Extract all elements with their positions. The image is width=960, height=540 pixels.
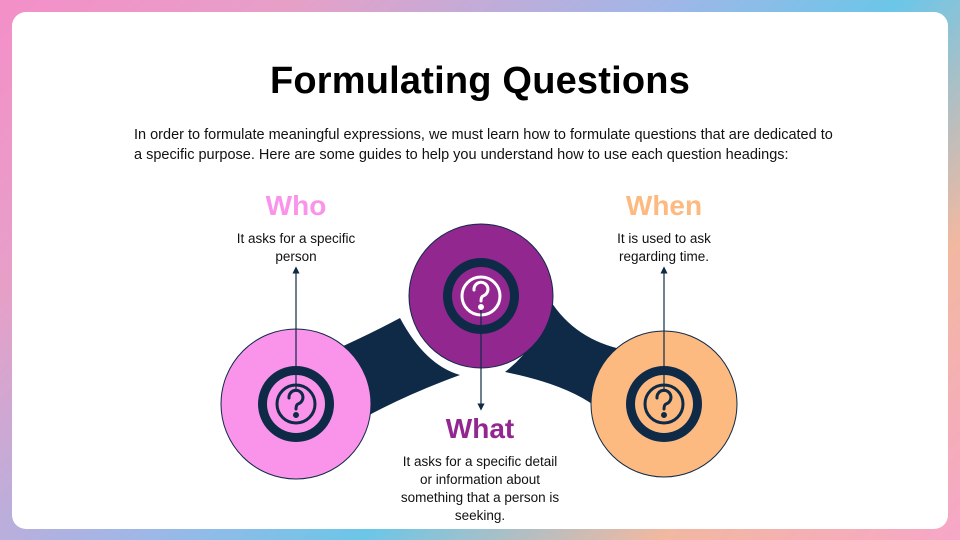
- when-heading: When: [625, 190, 703, 221]
- intro-paragraph: In order to formulate meaningful express…: [134, 127, 833, 163]
- who-description: It asks for a specific person: [236, 231, 356, 264]
- what-node: [408, 223, 554, 369]
- when-node: [590, 330, 738, 478]
- what-description: It asks for a specific detail or informa…: [400, 454, 560, 523]
- when-description: It is used to ask regarding time.: [617, 231, 711, 264]
- what-heading: What: [445, 413, 515, 444]
- who-heading: Who: [265, 190, 327, 221]
- slide-title: Formulating Questions: [269, 60, 691, 102]
